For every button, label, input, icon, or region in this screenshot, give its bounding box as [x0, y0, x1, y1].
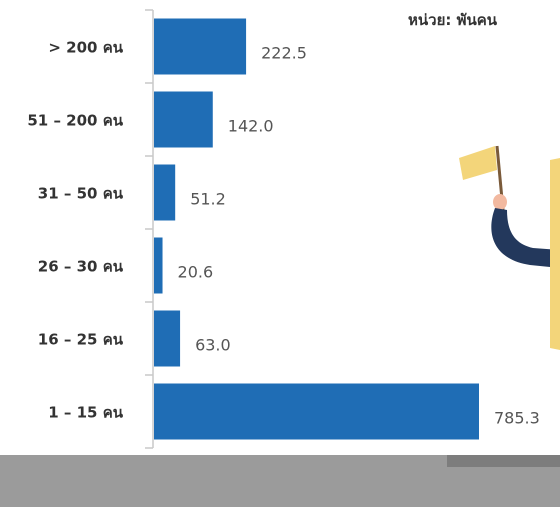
bar: [154, 383, 479, 440]
unit-label: หน่วย: พันคน: [408, 11, 498, 29]
bar: [154, 91, 213, 148]
category-label: 31 – 50 คน: [38, 185, 124, 203]
shirt-shape: [550, 158, 560, 350]
value-label: 63.0: [195, 336, 231, 355]
category-label: 51 – 200 คน: [27, 112, 123, 130]
hand-shape: [493, 194, 507, 210]
category-label: > 200 คน: [48, 39, 123, 57]
value-label: 20.6: [178, 263, 214, 282]
flag-shape: [459, 146, 497, 180]
footer-band-accent: [447, 455, 560, 467]
bar: [154, 164, 176, 221]
value-label: 785.3: [494, 409, 540, 428]
bar: [154, 310, 181, 367]
bar: [154, 237, 163, 294]
category-label: 16 – 25 คน: [38, 331, 124, 349]
bar: [154, 18, 247, 75]
value-label: 222.5: [261, 44, 307, 63]
flag-waving-mascot-illustration: [459, 145, 560, 350]
category-label: 26 – 30 คน: [38, 258, 124, 276]
value-label: 51.2: [190, 190, 226, 209]
bar-chart: > 200 คน 222.5 51 – 200 คน 142.0 31 – 50 คน 5…: [27, 9, 540, 449]
category-label: 1 – 15 คน: [48, 404, 124, 422]
arm-sleeve: [491, 208, 560, 268]
value-label: 142.0: [228, 117, 274, 136]
